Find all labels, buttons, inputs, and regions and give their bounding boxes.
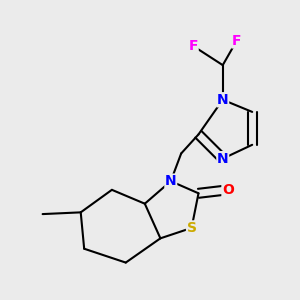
Text: N: N bbox=[217, 93, 229, 107]
Text: F: F bbox=[232, 34, 242, 48]
Text: F: F bbox=[189, 39, 198, 53]
Text: O: O bbox=[222, 183, 234, 197]
Text: S: S bbox=[187, 221, 196, 235]
Text: N: N bbox=[217, 152, 229, 166]
Text: N: N bbox=[165, 174, 177, 188]
